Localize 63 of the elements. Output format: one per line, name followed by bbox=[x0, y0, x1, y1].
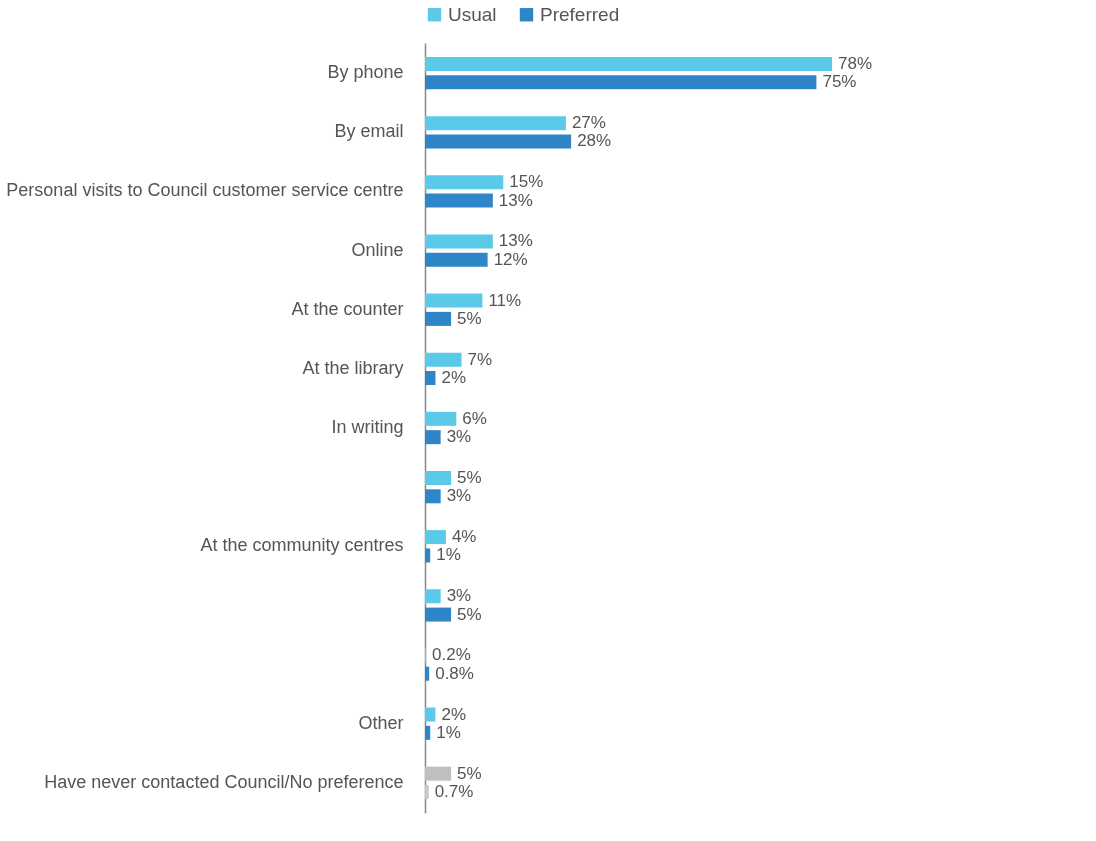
bar bbox=[425, 371, 436, 386]
bar bbox=[425, 193, 493, 208]
bar bbox=[425, 489, 441, 504]
data-label: 0.2% bbox=[432, 645, 471, 665]
data-label: 13% bbox=[498, 231, 533, 251]
bar bbox=[425, 175, 504, 190]
data-label: 2% bbox=[441, 368, 467, 388]
bar bbox=[425, 430, 441, 445]
data-label: 4% bbox=[451, 527, 477, 547]
data-label: 3% bbox=[446, 427, 472, 447]
bar bbox=[425, 530, 446, 545]
data-label: 12% bbox=[493, 249, 528, 269]
data-label: 15% bbox=[509, 172, 544, 192]
data-label: 2% bbox=[441, 704, 467, 724]
data-label: 13% bbox=[498, 190, 533, 210]
data-label: 5% bbox=[457, 308, 482, 328]
y-tick-label: By email bbox=[334, 121, 404, 142]
data-label: 3% bbox=[446, 586, 472, 606]
bar bbox=[425, 352, 462, 367]
bar bbox=[425, 234, 493, 249]
data-label: 78% bbox=[838, 53, 873, 73]
bar bbox=[425, 75, 817, 90]
bar bbox=[425, 589, 441, 604]
bar bbox=[425, 766, 452, 781]
y-tick-label: Have never contacted Council/No preference bbox=[44, 771, 404, 792]
bar bbox=[425, 470, 452, 485]
bar bbox=[425, 707, 436, 722]
bar bbox=[425, 293, 483, 308]
y-tick-label: Personal visits to Council customer service centre bbox=[6, 180, 404, 201]
data-label: 75% bbox=[822, 72, 857, 92]
bar bbox=[425, 666, 430, 681]
data-label: 0.8% bbox=[435, 663, 474, 683]
y-tick-label: At the community centres bbox=[200, 535, 404, 556]
data-label: 3% bbox=[446, 486, 472, 506]
bar bbox=[425, 252, 488, 267]
data-label: 27% bbox=[571, 113, 606, 133]
y-tick-label: At the library bbox=[302, 357, 404, 378]
data-label: 11% bbox=[488, 290, 522, 310]
bar bbox=[425, 785, 429, 800]
data-label: 7% bbox=[467, 349, 493, 369]
bar bbox=[425, 116, 566, 131]
y-tick-label: Other bbox=[358, 712, 404, 733]
bar bbox=[425, 548, 431, 563]
data-label: 1% bbox=[436, 545, 461, 565]
bar bbox=[425, 134, 572, 149]
bar bbox=[425, 725, 431, 740]
data-label: 0.7% bbox=[434, 782, 474, 802]
data-label: 5% bbox=[457, 604, 482, 624]
data-label: 5% bbox=[457, 763, 482, 783]
legend-label: Preferred bbox=[540, 3, 620, 25]
y-tick-label: In writing bbox=[331, 417, 404, 437]
y-tick-label: Online bbox=[351, 239, 404, 260]
data-label: 5% bbox=[457, 467, 482, 487]
data-label: 6% bbox=[462, 408, 487, 428]
bar bbox=[425, 607, 452, 622]
bar bbox=[425, 56, 833, 71]
bar bbox=[425, 411, 457, 426]
legend-label: Usual bbox=[448, 3, 497, 25]
data-label: 1% bbox=[436, 722, 461, 742]
y-tick-label: By phone bbox=[327, 62, 404, 83]
data-label: 28% bbox=[577, 131, 612, 151]
bar bbox=[425, 311, 452, 326]
y-tick-label: At the counter bbox=[291, 298, 404, 319]
